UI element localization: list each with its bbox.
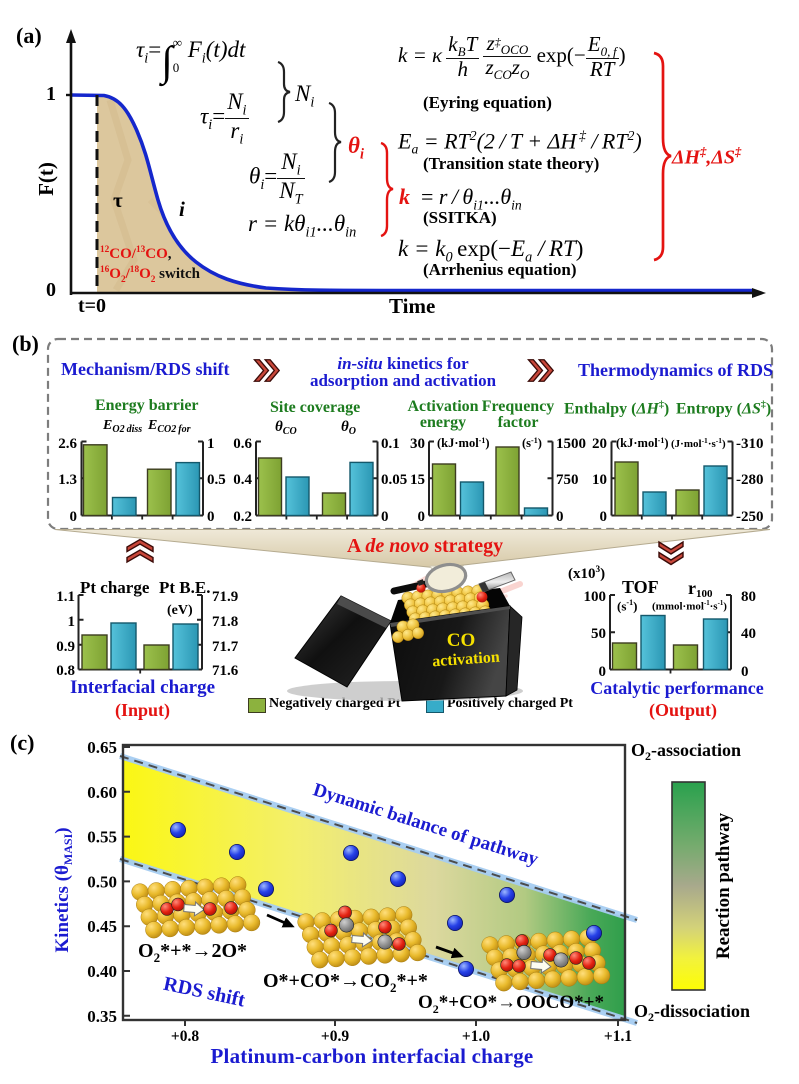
svg-text:1.3: 1.3 bbox=[58, 472, 77, 488]
svg-text:0.6: 0.6 bbox=[233, 436, 252, 452]
svg-text:100: 100 bbox=[584, 589, 607, 605]
svg-text:71.8: 71.8 bbox=[212, 614, 238, 630]
svg-text:+1.0: +1.0 bbox=[462, 1028, 490, 1045]
svg-text:0.50: 0.50 bbox=[87, 872, 117, 891]
svg-text:0.60: 0.60 bbox=[87, 783, 117, 802]
svg-text:0: 0 bbox=[600, 509, 608, 525]
svg-text:0.40: 0.40 bbox=[87, 962, 117, 981]
svg-text:30: 30 bbox=[410, 436, 425, 452]
svg-text:0.55: 0.55 bbox=[87, 828, 117, 847]
svg-text:+0.8: +0.8 bbox=[171, 1028, 199, 1045]
svg-text:O2*+CO*→OOCO*+*: O2*+CO*→OOCO*+* bbox=[418, 992, 604, 1016]
svg-text:0.9: 0.9 bbox=[56, 639, 75, 655]
svg-text:0: 0 bbox=[207, 509, 215, 525]
svg-text:CO: CO bbox=[447, 630, 476, 651]
svg-text:-250: -250 bbox=[736, 509, 764, 525]
svg-text:Platinum-carbon interfacial ch: Platinum-carbon interfacial charge bbox=[211, 1044, 534, 1068]
svg-text:20: 20 bbox=[592, 436, 607, 452]
svg-text:0: 0 bbox=[381, 509, 389, 525]
svg-text:(s-1): (s-1) bbox=[522, 436, 542, 451]
svg-text:0.65: 0.65 bbox=[87, 738, 117, 757]
svg-text:10: 10 bbox=[592, 472, 607, 488]
svg-text:1500: 1500 bbox=[556, 436, 586, 452]
svg-text:0: 0 bbox=[599, 664, 607, 680]
svg-text:1: 1 bbox=[207, 436, 215, 452]
svg-text:0.1: 0.1 bbox=[381, 436, 400, 452]
svg-text:+1.1: +1.1 bbox=[604, 1028, 632, 1045]
svg-text:0.35: 0.35 bbox=[87, 1007, 117, 1026]
svg-text:O2-association: O2-association bbox=[631, 740, 741, 763]
svg-text:750: 750 bbox=[556, 472, 579, 488]
svg-text:-310: -310 bbox=[736, 436, 764, 452]
svg-text:40: 40 bbox=[741, 626, 756, 642]
svg-text:71.6: 71.6 bbox=[212, 663, 239, 679]
svg-text:50: 50 bbox=[591, 626, 606, 642]
svg-text:71.9: 71.9 bbox=[212, 589, 238, 605]
svg-text:0: 0 bbox=[741, 664, 749, 680]
svg-text:(kJ·mol-1): (kJ·mol-1) bbox=[616, 436, 669, 451]
svg-text:0.5: 0.5 bbox=[207, 472, 226, 488]
svg-text:Reaction pathway: Reaction pathway bbox=[713, 812, 734, 959]
svg-text:0: 0 bbox=[70, 509, 78, 525]
svg-text:0.8: 0.8 bbox=[56, 663, 75, 679]
svg-text:O2-dissociation: O2-dissociation bbox=[634, 1001, 750, 1024]
svg-text:1.1: 1.1 bbox=[56, 589, 75, 605]
svg-text:(kJ·mol-1): (kJ·mol-1) bbox=[437, 436, 490, 451]
svg-text:80: 80 bbox=[741, 589, 756, 605]
svg-text:2.6: 2.6 bbox=[58, 436, 77, 452]
svg-text:RDS shift: RDS shift bbox=[161, 973, 247, 1012]
svg-text:0.05: 0.05 bbox=[381, 472, 407, 488]
svg-text:-280: -280 bbox=[736, 472, 764, 488]
svg-text:0: 0 bbox=[418, 509, 426, 525]
svg-text:Kinetics (θMASI): Kinetics (θMASI) bbox=[52, 827, 75, 952]
svg-text:0: 0 bbox=[556, 509, 564, 525]
svg-text:0.2: 0.2 bbox=[233, 509, 252, 525]
svg-text:15: 15 bbox=[410, 472, 425, 488]
svg-text:O2*+*→2O*: O2*+*→2O* bbox=[138, 940, 247, 965]
svg-text:1: 1 bbox=[68, 614, 76, 630]
svg-text:0.4: 0.4 bbox=[233, 472, 252, 488]
svg-text:O*+CO*→CO2*+*: O*+CO*→CO2*+* bbox=[263, 970, 428, 995]
svg-text:0.45: 0.45 bbox=[87, 917, 117, 936]
svg-text:+0.9: +0.9 bbox=[321, 1028, 349, 1045]
svg-text:(J·mol-1·s-1): (J·mol-1·s-1) bbox=[671, 436, 726, 451]
svg-text:activation: activation bbox=[432, 649, 501, 671]
svg-text:71.7: 71.7 bbox=[212, 639, 239, 655]
